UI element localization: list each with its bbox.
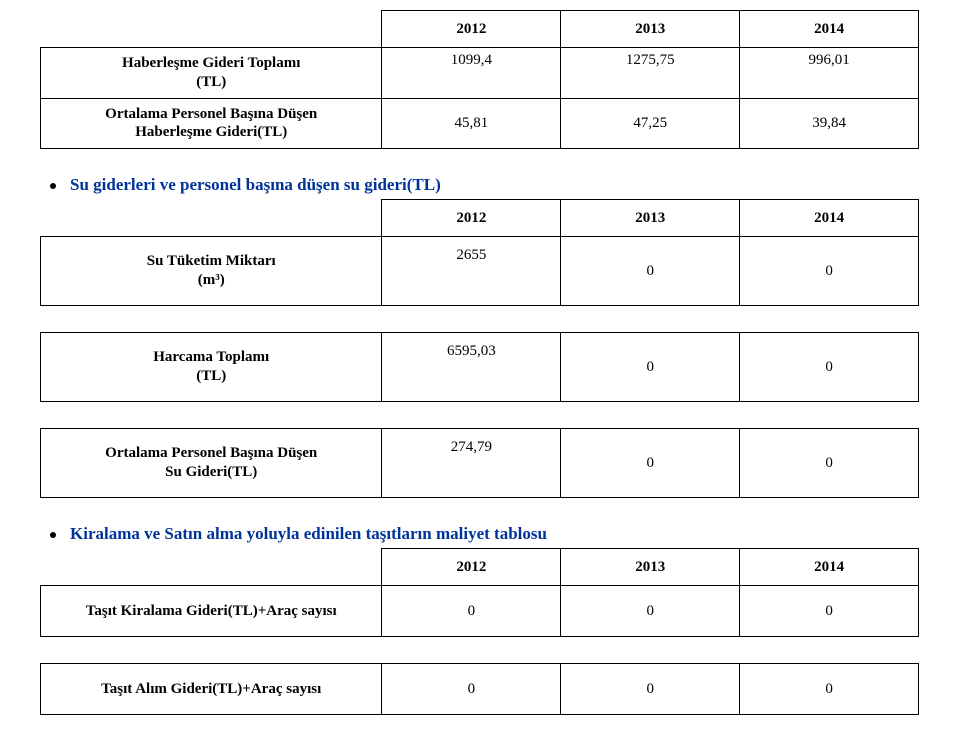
cell-value: 996,01 (740, 48, 919, 99)
cell-value: 0 (740, 664, 919, 715)
year-header: 2014 (740, 11, 919, 48)
label-line: Ortalama Personel Başına Düşen (105, 106, 317, 122)
cell-value: 0 (561, 333, 740, 402)
cell-value: 0 (740, 333, 919, 402)
row-label: Taşıt Alım Gideri(TL)+Araç sayısı (41, 664, 382, 715)
section-heading-su: Su giderleri ve personel başına düşen su… (70, 175, 919, 195)
year-header: 2012 (382, 549, 561, 586)
cell-value: 47,25 (561, 98, 740, 149)
heading-text: Su giderleri ve personel başına düşen su… (70, 175, 441, 194)
bullet-icon (50, 532, 56, 538)
cell-value: 1099,4 (382, 48, 561, 99)
year-header: 2012 (382, 11, 561, 48)
label-line: Su Gideri(TL) (165, 464, 257, 480)
row-label: Haberleşme Gideri Toplamı (TL) (41, 48, 382, 99)
label-line: Ortalama Personel Başına Düşen (105, 445, 317, 461)
cell-value: 0 (382, 586, 561, 637)
year-header: 2013 (561, 11, 740, 48)
heading-text: Kiralama ve Satın alma yoluyla edinilen … (70, 524, 547, 543)
cell-value: 2655 (382, 237, 561, 306)
gap-cell (41, 637, 919, 664)
cell-value: 0 (740, 237, 919, 306)
empty-header-cell (41, 200, 382, 237)
gap-cell (41, 402, 919, 429)
row-label: Ortalama Personel Başına Düşen Haberleşm… (41, 98, 382, 149)
empty-header-cell (41, 549, 382, 586)
cell-value: 0 (561, 664, 740, 715)
label-line: Harcama Toplamı (153, 349, 269, 365)
cell-value: 0 (740, 586, 919, 637)
row-label: Ortalama Personel Başına Düşen Su Gideri… (41, 429, 382, 498)
cell-value: 0 (561, 237, 740, 306)
cell-value: 39,84 (740, 98, 919, 149)
table-haberlesme: 2012 2013 2014 Haberleşme Gideri Toplamı… (40, 10, 919, 149)
row-label: Harcama Toplamı (TL) (41, 333, 382, 402)
label-line: Su Tüketim Miktarı (147, 253, 276, 269)
cell-value: 0 (561, 429, 740, 498)
cell-value: 274,79 (382, 429, 561, 498)
label-line: Haberleşme Gideri(TL) (135, 124, 287, 140)
cell-value: 45,81 (382, 98, 561, 149)
cell-value: 6595,03 (382, 333, 561, 402)
label-line: Haberleşme Gideri Toplamı (122, 55, 300, 71)
section-heading-kiralama: Kiralama ve Satın alma yoluyla edinilen … (70, 524, 919, 544)
cell-value: 0 (740, 429, 919, 498)
label-line: (TL) (196, 368, 226, 384)
cell-value: 1275,75 (561, 48, 740, 99)
year-header: 2013 (561, 200, 740, 237)
row-label: Taşıt Kiralama Gideri(TL)+Araç sayısı (41, 586, 382, 637)
row-label: Su Tüketim Miktarı (m³) (41, 237, 382, 306)
cell-value: 0 (382, 664, 561, 715)
table-su-giderleri: 2012 2013 2014 Su Tüketim Miktarı (m³) 2… (40, 199, 919, 498)
label-line: (TL) (196, 74, 226, 90)
year-header: 2012 (382, 200, 561, 237)
cell-value: 0 (561, 586, 740, 637)
year-header: 2014 (740, 549, 919, 586)
bullet-icon (50, 183, 56, 189)
table-tasit: 2012 2013 2014 Taşıt Kiralama Gideri(TL)… (40, 548, 919, 715)
empty-header-cell (41, 11, 382, 48)
year-header: 2013 (561, 549, 740, 586)
gap-cell (41, 306, 919, 333)
label-line: (m³) (198, 272, 225, 288)
year-header: 2014 (740, 200, 919, 237)
